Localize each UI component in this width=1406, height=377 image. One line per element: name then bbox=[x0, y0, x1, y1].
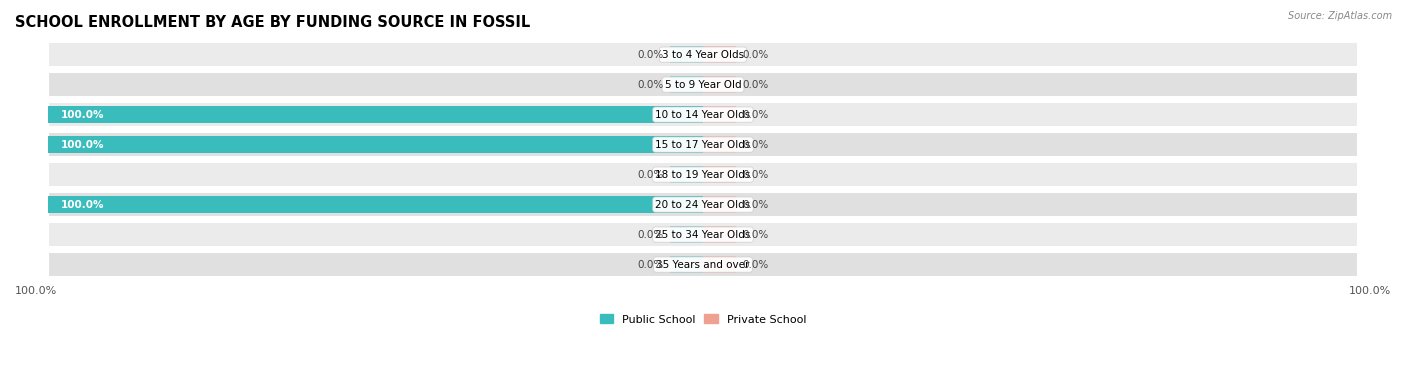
Text: 25 to 34 Year Olds: 25 to 34 Year Olds bbox=[655, 230, 751, 239]
Text: 100.0%: 100.0% bbox=[15, 285, 58, 296]
Text: 0.0%: 0.0% bbox=[637, 50, 664, 60]
Text: 0.0%: 0.0% bbox=[742, 139, 769, 150]
Text: 0.0%: 0.0% bbox=[637, 80, 664, 90]
Bar bbox=[703, 196, 735, 213]
Bar bbox=[703, 136, 735, 153]
Bar bbox=[671, 166, 703, 183]
Bar bbox=[48, 192, 1358, 217]
Text: 0.0%: 0.0% bbox=[637, 230, 664, 239]
Text: 100.0%: 100.0% bbox=[60, 139, 104, 150]
Bar bbox=[48, 136, 703, 153]
Bar bbox=[671, 256, 703, 273]
Bar bbox=[48, 196, 703, 213]
Bar bbox=[671, 77, 703, 93]
Text: 0.0%: 0.0% bbox=[742, 50, 769, 60]
Text: 15 to 17 Year Olds: 15 to 17 Year Olds bbox=[655, 139, 751, 150]
Bar bbox=[48, 252, 1358, 277]
Text: SCHOOL ENROLLMENT BY AGE BY FUNDING SOURCE IN FOSSIL: SCHOOL ENROLLMENT BY AGE BY FUNDING SOUR… bbox=[15, 15, 530, 30]
Text: 20 to 24 Year Olds: 20 to 24 Year Olds bbox=[655, 199, 751, 210]
Text: 0.0%: 0.0% bbox=[742, 170, 769, 179]
Bar bbox=[703, 166, 735, 183]
Text: 5 to 9 Year Old: 5 to 9 Year Old bbox=[665, 80, 741, 90]
Text: 0.0%: 0.0% bbox=[637, 260, 664, 270]
Text: 10 to 14 Year Olds: 10 to 14 Year Olds bbox=[655, 110, 751, 120]
Text: 35 Years and over: 35 Years and over bbox=[657, 260, 749, 270]
Bar bbox=[703, 256, 735, 273]
Bar bbox=[48, 132, 1358, 157]
Legend: Public School, Private School: Public School, Private School bbox=[595, 310, 811, 329]
Text: 100.0%: 100.0% bbox=[60, 199, 104, 210]
Bar bbox=[703, 106, 735, 123]
Bar bbox=[671, 46, 703, 63]
Text: Source: ZipAtlas.com: Source: ZipAtlas.com bbox=[1288, 11, 1392, 21]
Text: 3 to 4 Year Olds: 3 to 4 Year Olds bbox=[662, 50, 744, 60]
Bar bbox=[48, 102, 1358, 127]
Bar bbox=[703, 46, 735, 63]
Bar bbox=[703, 226, 735, 243]
Bar bbox=[48, 106, 703, 123]
Bar bbox=[48, 162, 1358, 187]
Bar bbox=[48, 42, 1358, 67]
Text: 0.0%: 0.0% bbox=[742, 199, 769, 210]
Text: 0.0%: 0.0% bbox=[742, 80, 769, 90]
Text: 18 to 19 Year Olds: 18 to 19 Year Olds bbox=[655, 170, 751, 179]
Bar bbox=[671, 226, 703, 243]
Bar bbox=[48, 222, 1358, 247]
Text: 0.0%: 0.0% bbox=[742, 110, 769, 120]
Text: 0.0%: 0.0% bbox=[637, 170, 664, 179]
Text: 0.0%: 0.0% bbox=[742, 230, 769, 239]
Bar bbox=[48, 72, 1358, 97]
Text: 100.0%: 100.0% bbox=[60, 110, 104, 120]
Bar bbox=[703, 77, 735, 93]
Text: 100.0%: 100.0% bbox=[1348, 285, 1391, 296]
Text: 0.0%: 0.0% bbox=[742, 260, 769, 270]
